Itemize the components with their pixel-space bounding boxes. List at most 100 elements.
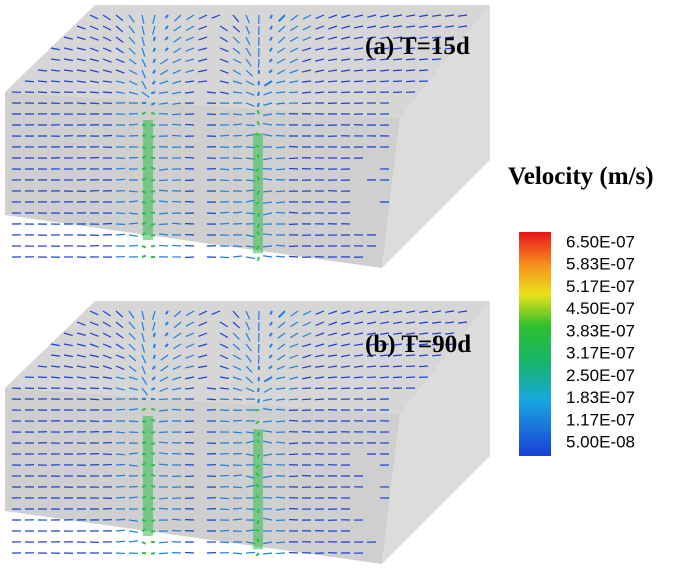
arrow (141, 376, 148, 385)
arrow (255, 420, 260, 425)
arrow (354, 14, 364, 18)
arrow (380, 25, 390, 29)
arrow (392, 365, 403, 368)
arrow (141, 365, 146, 375)
arrow (340, 376, 351, 379)
arrow (89, 25, 99, 30)
arrow (232, 36, 240, 44)
arrow (341, 36, 351, 40)
arrow (232, 310, 240, 319)
arrow (219, 398, 230, 401)
arrow (37, 80, 48, 83)
arrow (393, 14, 403, 18)
arrow (277, 310, 286, 319)
arrow (128, 530, 138, 533)
arrow (219, 80, 229, 84)
arrow (174, 14, 182, 22)
arrow (275, 408, 286, 411)
arrow (158, 212, 169, 215)
arrow (276, 376, 286, 380)
arrow (276, 365, 286, 371)
arrow (431, 58, 442, 61)
arrow (268, 332, 273, 337)
arrow (141, 245, 147, 249)
arrow (341, 25, 351, 30)
arrow (232, 113, 243, 116)
arrow (102, 354, 112, 359)
arrow (340, 80, 351, 83)
arrow (245, 354, 252, 363)
arrow (245, 25, 251, 35)
arrow (115, 321, 124, 329)
arrow (152, 310, 156, 320)
arrow (341, 69, 351, 72)
arrow (172, 387, 182, 391)
arrow (290, 14, 299, 21)
arrow (232, 332, 240, 340)
arrow (159, 91, 169, 94)
arrow (102, 80, 113, 83)
arrow (268, 47, 273, 52)
arrow (392, 58, 403, 61)
arrow (328, 332, 338, 336)
colorbar-label: 3.83E-07 (566, 321, 635, 340)
arrow (232, 145, 243, 148)
arrow (245, 58, 252, 67)
arrow (418, 69, 429, 72)
arrow (263, 157, 273, 161)
arrow (245, 321, 251, 331)
arrow (245, 365, 253, 373)
arrow (115, 540, 126, 543)
arrow (289, 69, 299, 74)
arrow (418, 47, 429, 50)
colorbar (519, 232, 551, 456)
arrow (245, 102, 255, 107)
arrow (115, 518, 126, 521)
arrow (262, 430, 273, 433)
arrow (128, 58, 137, 65)
arrow (341, 343, 351, 347)
arrow (232, 255, 243, 258)
arrow (152, 354, 156, 360)
arrow (115, 233, 126, 236)
arrow (219, 321, 228, 328)
arrow (115, 354, 125, 359)
arrow (289, 321, 299, 328)
arrow (301, 91, 312, 94)
arrow (158, 244, 169, 247)
arrow (172, 91, 182, 95)
arrow (327, 376, 338, 379)
arrow (276, 387, 286, 390)
arrow (102, 387, 113, 390)
arrow (158, 102, 169, 105)
arrow (302, 321, 312, 327)
arrow (302, 25, 312, 31)
arrow (128, 25, 135, 34)
arrow (257, 398, 260, 404)
arrow (63, 376, 74, 379)
arrow (379, 376, 390, 379)
arrow (341, 47, 351, 51)
arrow (354, 365, 364, 368)
arrow (198, 58, 208, 62)
arrow (219, 91, 229, 95)
arrow (245, 256, 255, 260)
arrow (89, 321, 99, 326)
arrow (354, 25, 364, 29)
arrow (76, 58, 86, 62)
arrow (405, 376, 416, 379)
arrow (354, 47, 364, 51)
arrow (289, 47, 299, 53)
arrow (354, 343, 364, 347)
arrow (150, 111, 156, 115)
arrow (245, 551, 256, 554)
arrow (269, 321, 273, 326)
arrow (232, 14, 240, 23)
arrow (184, 123, 195, 126)
arrow (173, 343, 182, 350)
arrow (353, 80, 364, 83)
arrow (89, 365, 99, 369)
arrow (211, 14, 221, 19)
arrow (245, 124, 256, 127)
arrow (288, 419, 299, 422)
